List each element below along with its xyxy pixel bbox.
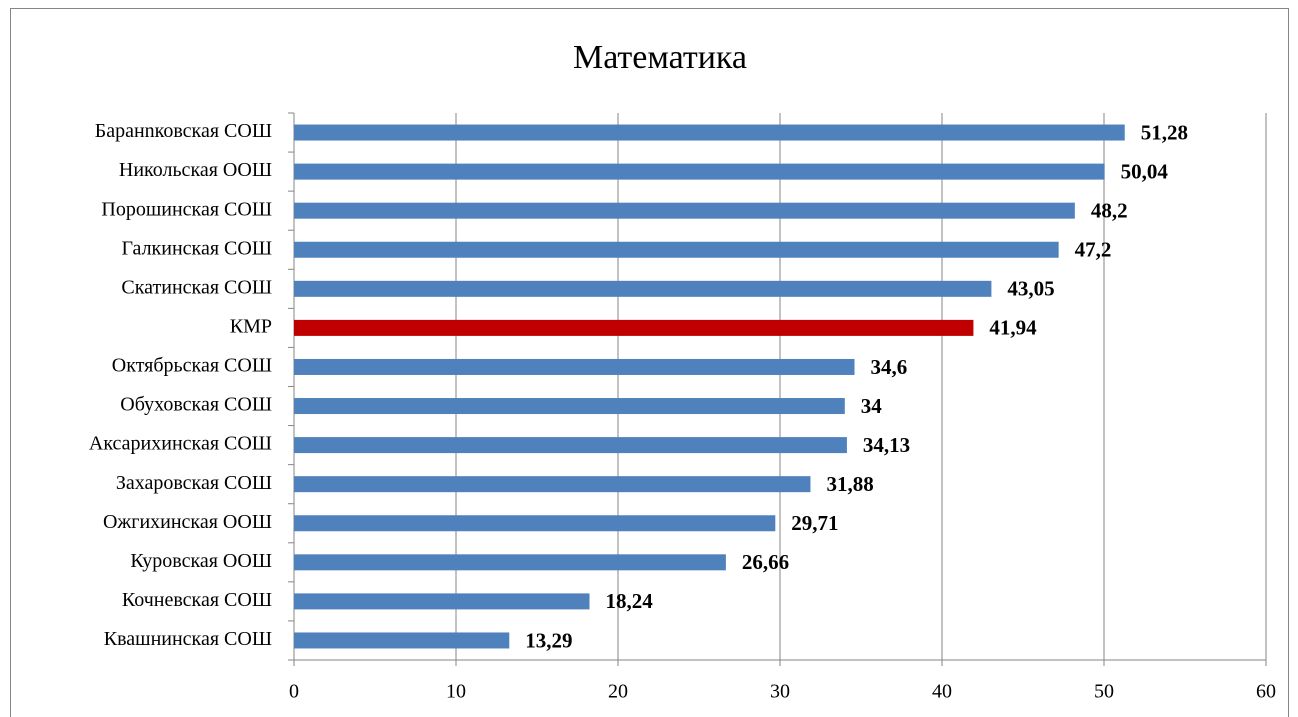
data-label: 50,04	[1121, 159, 1169, 183]
y-tick-label: Порошинская СОШ	[101, 198, 272, 220]
data-label: 41,94	[989, 316, 1037, 340]
bar	[294, 124, 1125, 141]
bar	[294, 632, 510, 649]
data-label: 18,24	[605, 589, 653, 613]
bar	[294, 358, 855, 375]
x-tick-label: 40	[932, 681, 952, 703]
y-tick-label: Ожгихинская ООШ	[103, 511, 272, 533]
data-label: 34,6	[871, 355, 908, 379]
bar	[294, 398, 845, 415]
data-label: 26,66	[742, 550, 789, 574]
data-label: 34	[861, 394, 883, 418]
x-tick-label: 30	[770, 681, 790, 703]
x-tick-label: 50	[1094, 681, 1114, 703]
y-tick-label: Баранnковская СОШ	[95, 120, 272, 142]
y-tick-label: Аксарихинская СОШ	[89, 433, 272, 455]
data-label: 43,05	[1007, 277, 1054, 301]
y-tick-label: КМР	[230, 315, 272, 337]
bar	[294, 280, 992, 297]
bar	[294, 515, 776, 532]
y-tick-label: Никольская ООШ	[119, 159, 272, 181]
bar	[294, 319, 974, 336]
x-tick-label: 10	[446, 681, 466, 703]
data-label: 31,88	[826, 472, 873, 496]
bar	[294, 241, 1059, 258]
y-tick-label: Захаровская СОШ	[116, 472, 272, 494]
bar	[294, 476, 811, 493]
x-tick-label: 0	[289, 681, 299, 703]
bar	[294, 163, 1105, 180]
bar	[294, 554, 726, 571]
y-tick-label: Квашнинская СОШ	[104, 628, 272, 650]
bar	[294, 437, 847, 454]
chart-title: Математика	[573, 39, 747, 76]
data-label: 51,28	[1141, 120, 1188, 144]
data-label: 34,13	[863, 433, 910, 457]
bar	[294, 202, 1075, 219]
y-tick-label: Скатинская СОШ	[121, 276, 272, 298]
y-tick-label: Куровская ООШ	[130, 550, 272, 572]
x-tick-label: 60	[1256, 681, 1276, 703]
y-tick-label: Галкинская СОШ	[121, 237, 272, 259]
y-tick-label: Обуховская СОШ	[120, 394, 272, 416]
data-label: 13,29	[525, 628, 572, 652]
y-tick-label: Кочневская СОШ	[122, 589, 272, 611]
y-tick-label: Октябрьская СОШ	[112, 355, 272, 377]
data-label: 47,2	[1075, 238, 1112, 262]
data-label: 48,2	[1091, 198, 1128, 222]
x-tick-label: 20	[608, 681, 628, 703]
bar	[294, 593, 590, 610]
data-label: 29,71	[791, 511, 838, 535]
